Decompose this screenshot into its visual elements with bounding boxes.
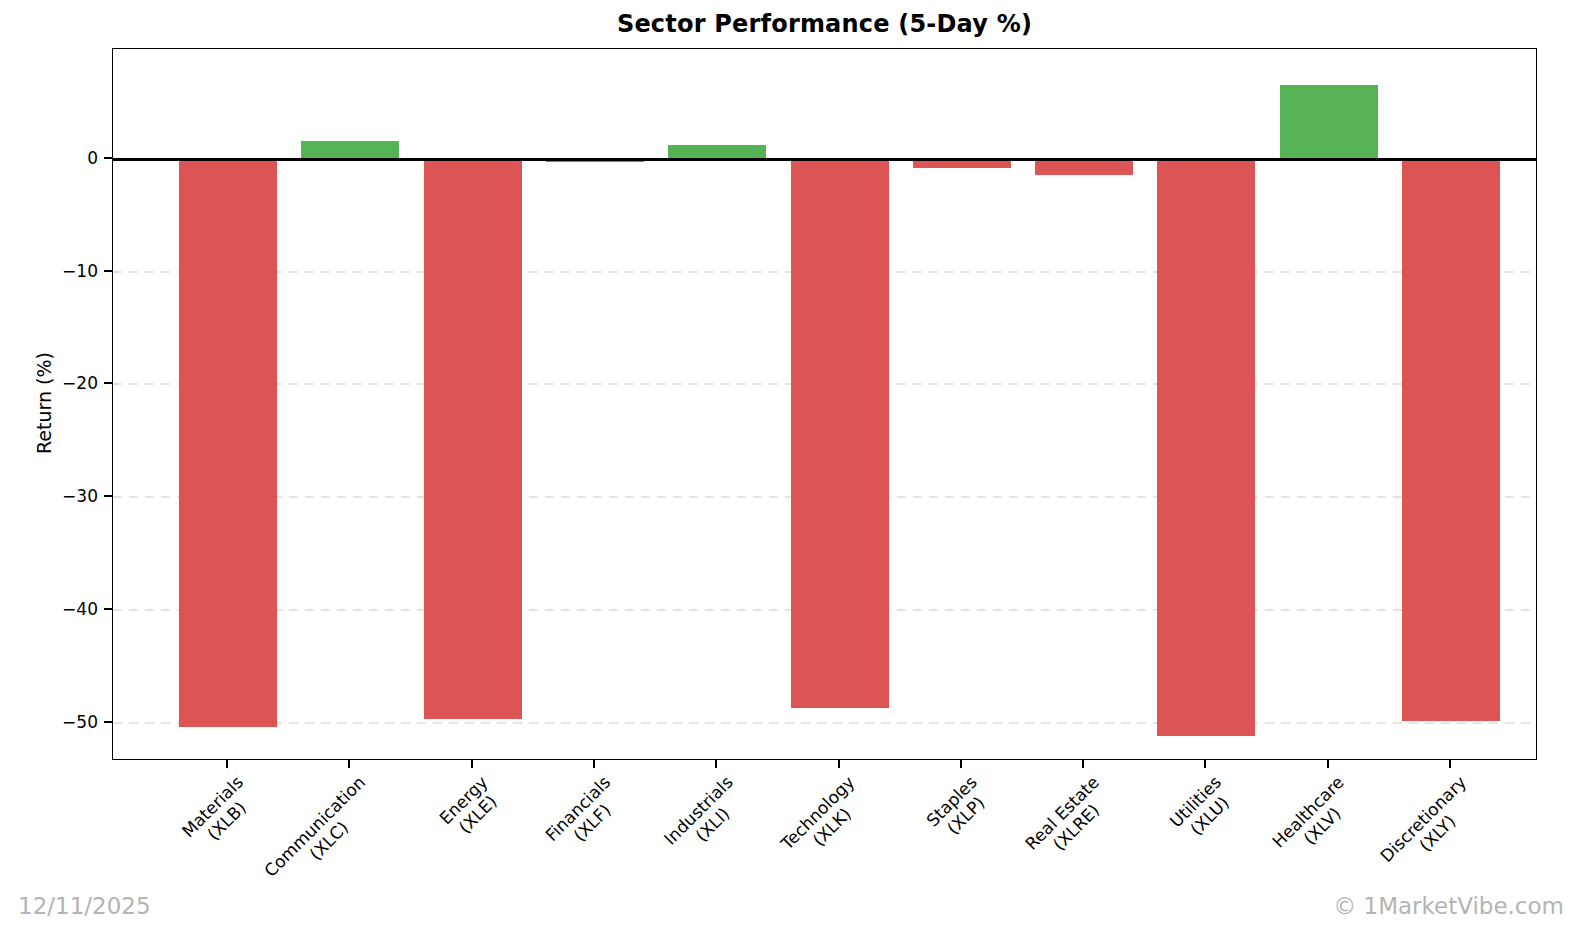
xtick-mark-4 bbox=[593, 760, 595, 768]
bar-xlb bbox=[179, 159, 277, 727]
bar-xlk bbox=[791, 159, 889, 708]
xtick-mark-8 bbox=[1082, 760, 1084, 768]
xtick-mark-11 bbox=[1449, 760, 1451, 768]
y-axis-label: Return (%) bbox=[33, 323, 55, 483]
ytick-label--30: −30 bbox=[8, 487, 98, 505]
xtick-mark-10 bbox=[1327, 760, 1329, 768]
plot-area bbox=[112, 48, 1537, 760]
xtick-mark-1 bbox=[226, 760, 228, 768]
bar-xlc bbox=[301, 141, 399, 159]
bar-xlre bbox=[1035, 159, 1133, 175]
bar-xle bbox=[424, 159, 522, 719]
ytick-mark--50 bbox=[104, 721, 112, 723]
xtick-mark-9 bbox=[1204, 760, 1206, 768]
ytick-label--40: −40 bbox=[8, 600, 98, 618]
xtick-mark-2 bbox=[348, 760, 350, 768]
ytick-mark--40 bbox=[104, 608, 112, 610]
ytick-label--20: −20 bbox=[8, 374, 98, 392]
ytick-label-0: 0 bbox=[8, 149, 98, 167]
bar-xly bbox=[1402, 159, 1500, 721]
xtick-mark-3 bbox=[471, 760, 473, 768]
ytick-mark--30 bbox=[104, 495, 112, 497]
ytick-mark-0 bbox=[104, 157, 112, 159]
xlabel-text: Discretionary(XLY) bbox=[1376, 772, 1484, 880]
gridline--50 bbox=[113, 722, 1536, 724]
xlabel-xly: Discretionary(XLY) bbox=[1236, 772, 1456, 812]
chart-canvas: Sector Performance (5-Day %) Return (%) … bbox=[0, 0, 1584, 940]
chart-title: Sector Performance (5-Day %) bbox=[112, 10, 1537, 38]
xtick-mark-5 bbox=[715, 760, 717, 768]
bar-xlu bbox=[1157, 159, 1255, 736]
bar-xlv bbox=[1280, 85, 1378, 159]
ytick-label--10: −10 bbox=[8, 262, 98, 280]
xtick-mark-7 bbox=[960, 760, 962, 768]
ytick-label--50: −50 bbox=[8, 713, 98, 731]
watermark: © 1MarketVibe.com bbox=[1333, 893, 1564, 919]
date-stamp: 12/11/2025 bbox=[18, 893, 151, 919]
zero-axis-line bbox=[113, 158, 1536, 161]
ytick-mark--10 bbox=[104, 270, 112, 272]
ytick-mark--20 bbox=[104, 382, 112, 384]
xtick-mark-6 bbox=[838, 760, 840, 768]
